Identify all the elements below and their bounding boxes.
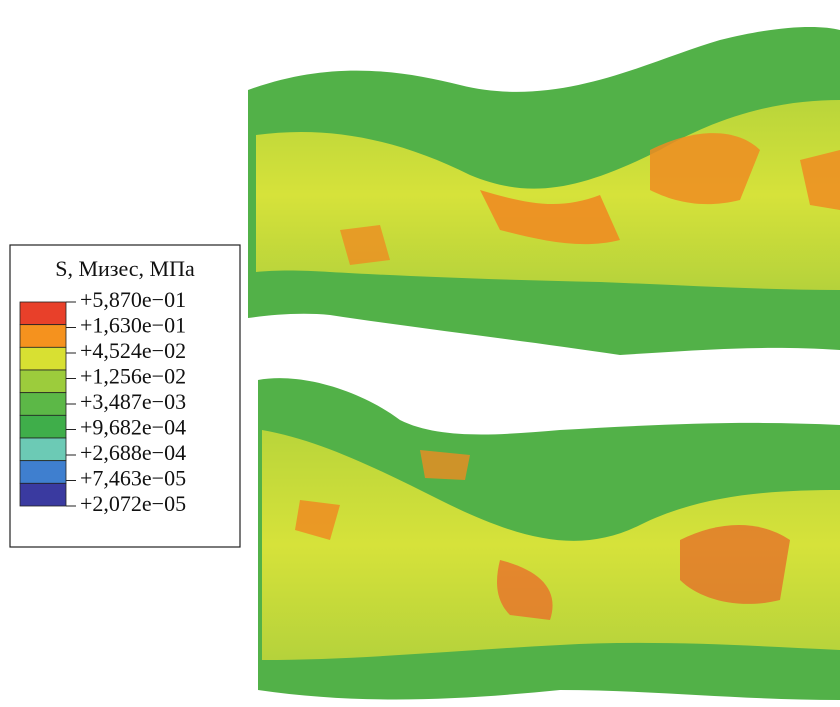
legend-title: S, Мизес, МПа (55, 256, 195, 281)
legend-label: +1,630e−01 (80, 313, 186, 338)
legend-swatch (20, 347, 66, 370)
legend-swatch (20, 438, 66, 461)
legend-swatch (20, 393, 66, 416)
legend-label: +7,463e−05 (80, 466, 186, 491)
legend-label: +9,682e−04 (80, 415, 186, 440)
legend-swatch (20, 461, 66, 484)
legend-swatch (20, 325, 66, 348)
legend-swatch (20, 415, 66, 438)
legend: S, Мизес, МПа +5,870e−01+1,630e−01+4,524… (10, 245, 240, 547)
legend-label: +2,072e−05 (80, 491, 186, 516)
legend-label: +5,870e−01 (80, 287, 186, 312)
vessel-bottom (258, 378, 840, 700)
vessel-top (248, 27, 840, 355)
figure: S, Мизес, МПа +5,870e−01+1,630e−01+4,524… (0, 0, 840, 707)
legend-label: +4,524e−02 (80, 338, 186, 363)
legend-label: +2,688e−04 (80, 440, 186, 465)
legend-label: +3,487e−03 (80, 389, 186, 414)
legend-swatch (20, 370, 66, 393)
legend-swatch (20, 483, 66, 506)
legend-swatch (20, 302, 66, 325)
legend-label: +1,256e−02 (80, 364, 186, 389)
